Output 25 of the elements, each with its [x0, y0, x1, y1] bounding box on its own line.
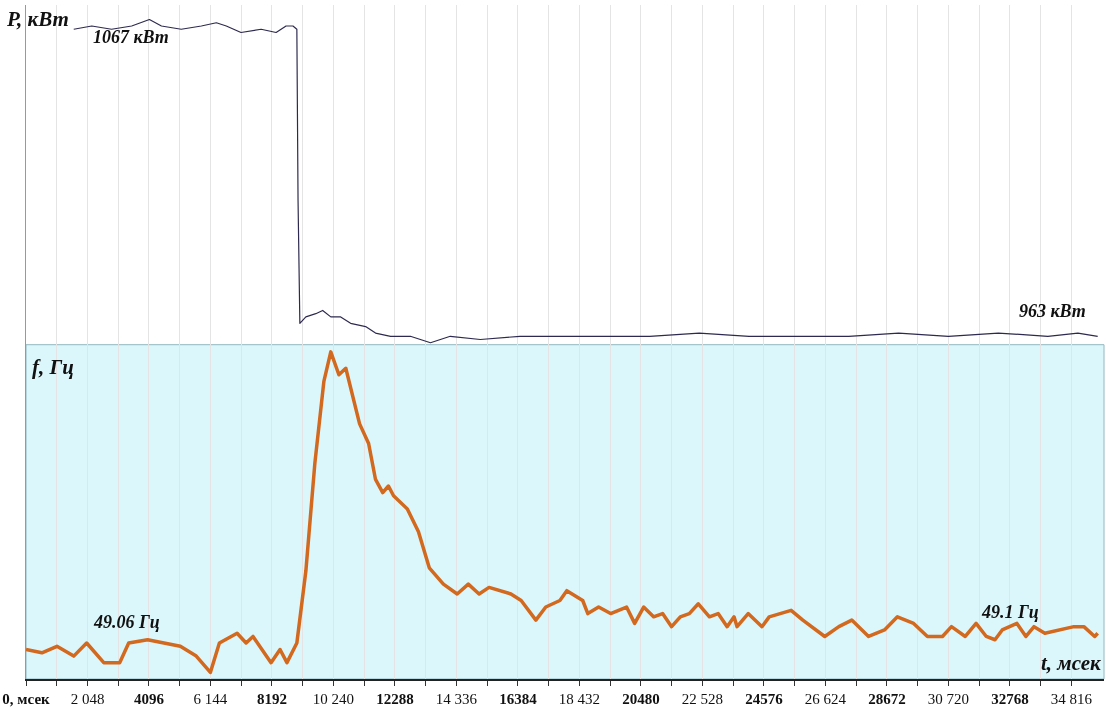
- x-tick-label: 24576: [745, 691, 784, 707]
- x-tick-label: 20480: [622, 691, 660, 707]
- x-tick-label: 22 528: [681, 691, 724, 707]
- x-tick-label: 26 624: [804, 691, 847, 707]
- x-tick-label: 14 336: [435, 691, 478, 707]
- x-axis-title: t, мсек: [1041, 651, 1103, 675]
- x-tick-label: 2 048: [70, 691, 105, 707]
- x-tick-label: 28672: [868, 691, 906, 707]
- x-tick-label: 16384: [499, 691, 538, 707]
- annotation: 963 кВт: [1019, 301, 1086, 321]
- x-tick-label: 10 240: [312, 691, 355, 707]
- annotation: 49.1 Гц: [981, 602, 1039, 622]
- annotation: 49.06 Гц: [93, 612, 160, 632]
- x-tick-label: 34 816: [1050, 691, 1093, 707]
- x-tick-label: 6 144: [193, 691, 228, 707]
- x-tick-label: 18 432: [558, 691, 601, 707]
- annotation: 1067 кВт: [93, 27, 169, 47]
- y-axis-title: f, Гц: [32, 355, 74, 379]
- x-tick-label: 8192: [256, 691, 287, 707]
- x-tick-label: 12288: [376, 691, 414, 707]
- x-tick-label: 32768: [991, 691, 1029, 707]
- x-tick-label: 4096: [133, 691, 165, 707]
- y-axis-title: P, кВт: [6, 7, 69, 31]
- x-tick-label: 0, мсек: [2, 691, 51, 707]
- x-tick-label: 30 720: [927, 691, 970, 707]
